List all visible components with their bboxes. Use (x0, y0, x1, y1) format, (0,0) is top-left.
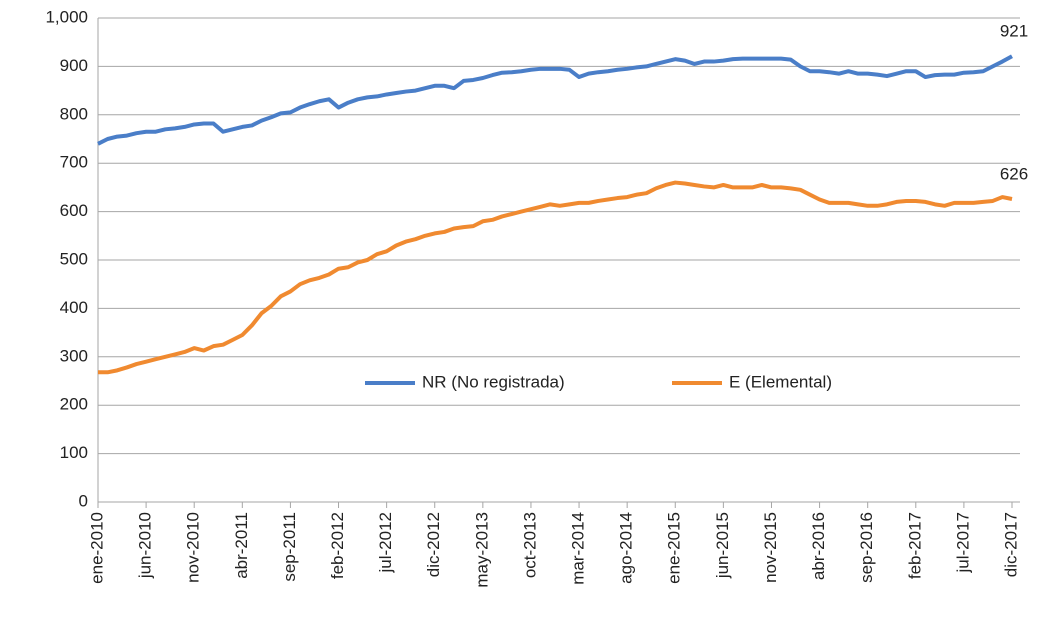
x-tick-label: ene-2010 (87, 512, 106, 584)
y-tick-label: 900 (60, 56, 88, 75)
x-tick-label: ene-2015 (665, 512, 684, 584)
x-tick-label: feb-2017 (905, 512, 924, 579)
x-tick-label: dic-2012 (424, 512, 443, 577)
y-tick-label: 700 (60, 153, 88, 172)
y-tick-label: 400 (60, 298, 88, 317)
y-tick-label: 500 (60, 249, 88, 268)
x-tick-label: may-2013 (472, 512, 491, 588)
x-tick-label: jun-2010 (136, 512, 155, 579)
x-tick-label: ago-2014 (617, 512, 636, 584)
x-tick-label: jun-2015 (713, 512, 732, 579)
x-tick-label: nov-2010 (184, 512, 203, 583)
x-tick-label: jul-2017 (953, 512, 972, 574)
data-label: 626 (1000, 165, 1028, 184)
x-tick-label: jul-2012 (376, 512, 395, 574)
x-tick-label: dic-2017 (1001, 512, 1020, 577)
series-line (98, 180, 1013, 375)
x-tick-label: abr-2016 (809, 512, 828, 580)
y-tick-label: 600 (60, 201, 88, 220)
x-tick-label: mar-2014 (569, 512, 588, 585)
x-tick-label: sep-2011 (280, 512, 299, 582)
data-label: 921 (1000, 22, 1028, 41)
y-tick-label: 300 (60, 346, 88, 365)
series-line (97, 54, 1013, 146)
legend-label: NR (No registrada) (422, 372, 565, 391)
y-tick-label: 200 (60, 395, 88, 414)
legend-label: E (Elemental) (729, 372, 832, 391)
x-tick-label: oct-2013 (520, 512, 539, 578)
y-tick-label: 1,000 (45, 7, 88, 26)
y-tick-label: 800 (60, 104, 88, 123)
x-tick-label: feb-2012 (328, 512, 347, 579)
y-tick-label: 100 (60, 443, 88, 462)
y-tick-label: 0 (79, 491, 88, 510)
x-tick-label: nov-2015 (761, 512, 780, 583)
x-tick-label: abr-2011 (232, 512, 251, 579)
x-tick-label: sep-2016 (857, 512, 876, 583)
